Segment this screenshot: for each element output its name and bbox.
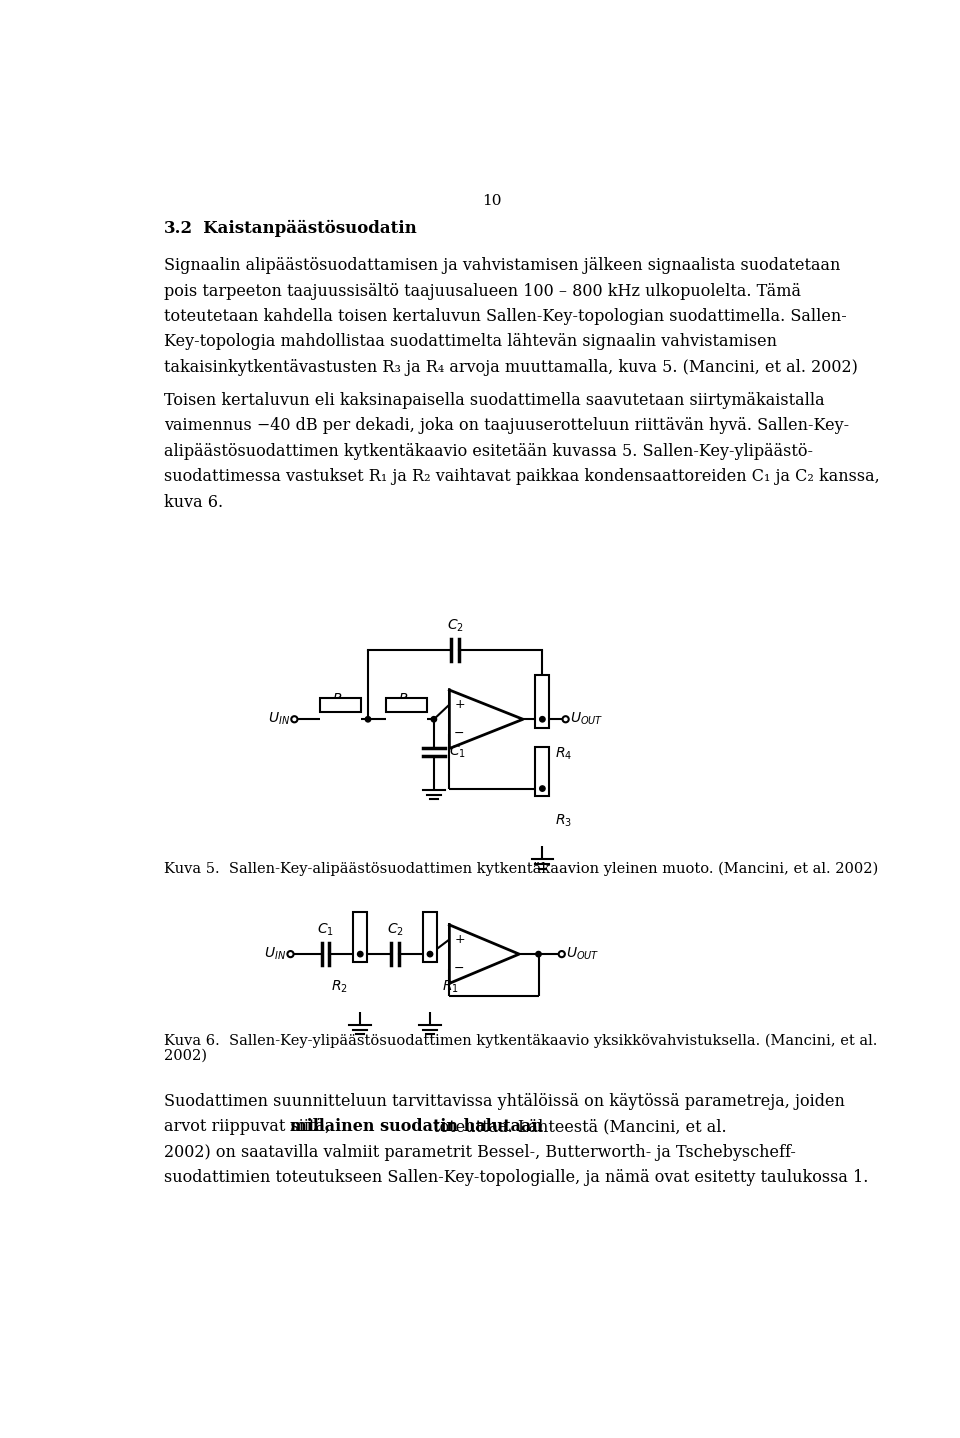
Text: 3.2: 3.2 <box>164 220 193 237</box>
Text: −: − <box>454 728 465 741</box>
Text: $U_{OUT}$: $U_{OUT}$ <box>566 946 600 962</box>
Text: suodattimien toteutukseen Sallen-Key-topologialle, ja nämä ovat esitetty tauluko: suodattimien toteutukseen Sallen-Key-top… <box>164 1169 869 1186</box>
Text: toteutetaan kahdella toisen kertaluvun Sallen-Key-topologian suodattimella. Sall: toteutetaan kahdella toisen kertaluvun S… <box>164 308 847 325</box>
Text: $R_4$: $R_4$ <box>555 746 572 762</box>
Text: $R_2$: $R_2$ <box>331 979 348 995</box>
Text: Kaistanpäästösuodatin: Kaistanpäästösuodatin <box>186 220 417 237</box>
Circle shape <box>366 716 371 722</box>
Text: +: + <box>454 697 465 712</box>
Text: Toisen kertaluvun eli kaksinapaisella suodattimella saavutetaan siirtymäkaistall: Toisen kertaluvun eli kaksinapaisella su… <box>164 393 825 408</box>
Text: Kuva 6.  Sallen-Key-ylipäästösuodattimen kytkentäkaavio yksikkövahvistuksella. (: Kuva 6. Sallen-Key-ylipäästösuodattimen … <box>164 1034 877 1048</box>
Text: $C_1$: $C_1$ <box>317 922 334 938</box>
Bar <box>536 746 549 797</box>
Circle shape <box>540 716 545 722</box>
Text: pois tarpeeton taajuussisältö taajuusalueen 100 – 800 kHz ulkopuolelta. Tämä: pois tarpeeton taajuussisältö taajuusalu… <box>164 283 802 299</box>
Text: alipäästösuodattimen kytkentäkaavio esitetään kuvassa 5. Sallen-Key-ylipäästö-: alipäästösuodattimen kytkentäkaavio esit… <box>164 443 813 460</box>
Text: $R_1$: $R_1$ <box>332 692 349 707</box>
Text: $U_{OUT}$: $U_{OUT}$ <box>570 710 604 728</box>
Circle shape <box>431 716 437 722</box>
Bar <box>423 912 437 962</box>
Circle shape <box>559 951 564 958</box>
Text: +: + <box>454 933 465 946</box>
Text: $U_{IN}$: $U_{IN}$ <box>268 710 290 728</box>
Text: $R_2$: $R_2$ <box>398 692 415 707</box>
Circle shape <box>427 952 433 956</box>
Text: arvot riippuvat siitä,: arvot riippuvat siitä, <box>164 1119 335 1135</box>
Text: $C_2$: $C_2$ <box>446 617 464 634</box>
Text: vaimennus −40 dB per dekadi, joka on taajuuserotteluun riittävän hyvä. Sallen-Ke: vaimennus −40 dB per dekadi, joka on taa… <box>164 417 850 434</box>
Text: 2002) on saatavilla valmiit parametrit Bessel-, Butterworth- ja Tschebyscheff-: 2002) on saatavilla valmiit parametrit B… <box>164 1143 796 1160</box>
Text: Kuva 5.  Sallen-Key-alipäästösuodattimen kytkentäkaavion yleinen muoto. (Mancini: Kuva 5. Sallen-Key-alipäästösuodattimen … <box>164 861 878 876</box>
Text: Signaalin alipäästösuodattamisen ja vahvistamisen jälkeen signaalista suodatetaa: Signaalin alipäästösuodattamisen ja vahv… <box>164 257 841 275</box>
Bar <box>386 699 427 712</box>
Circle shape <box>540 785 545 791</box>
Circle shape <box>287 951 294 958</box>
Circle shape <box>357 952 363 956</box>
Text: $R_1$: $R_1$ <box>443 979 459 995</box>
Text: Key-topologia mahdollistaa suodattimelta lähtevän signaalin vahvistamisen: Key-topologia mahdollistaa suodattimelta… <box>164 334 778 351</box>
Bar <box>536 674 549 728</box>
Text: kuva 6.: kuva 6. <box>164 493 224 510</box>
Text: millainen suodatin halutaan: millainen suodatin halutaan <box>291 1119 543 1135</box>
Text: $C_2$: $C_2$ <box>387 922 403 938</box>
Text: 10: 10 <box>482 194 502 209</box>
Text: −: − <box>454 962 465 975</box>
Text: takaisinkytkentävastusten R₃ ja R₄ arvoja muuttamalla, kuva 5. (Mancini, et al. : takaisinkytkentävastusten R₃ ja R₄ arvoj… <box>164 360 858 375</box>
Text: $U_{IN}$: $U_{IN}$ <box>264 946 286 962</box>
Text: $R_3$: $R_3$ <box>555 812 572 830</box>
Text: $C_1$: $C_1$ <box>449 743 467 761</box>
Circle shape <box>291 716 298 722</box>
Circle shape <box>563 716 568 722</box>
Text: Suodattimen suunnitteluun tarvittavissa yhtälöissä on käytössä parametreja, joid: Suodattimen suunnitteluun tarvittavissa … <box>164 1093 845 1110</box>
Text: toteuttaa. Lähteestä (Mancini, et al.: toteuttaa. Lähteestä (Mancini, et al. <box>428 1119 727 1135</box>
Bar <box>321 699 362 712</box>
Circle shape <box>536 952 541 956</box>
Bar <box>353 912 368 962</box>
Text: suodattimessa vastukset R₁ ja R₂ vaihtavat paikkaa kondensaattoreiden C₁ ja C₂ k: suodattimessa vastukset R₁ ja R₂ vaihtav… <box>164 469 880 485</box>
Text: 2002): 2002) <box>164 1048 207 1063</box>
